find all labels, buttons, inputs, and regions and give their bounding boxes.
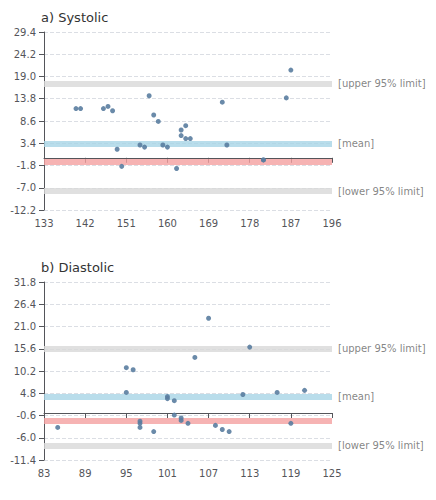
svg-text:83: 83 [38, 468, 51, 479]
svg-text:29.4: 29.4 [14, 27, 36, 38]
svg-text:169: 169 [199, 218, 218, 229]
svg-text:125: 125 [322, 468, 341, 479]
svg-text:[lower 95% limit]: [lower 95% limit] [338, 186, 424, 197]
svg-text:10.2: 10.2 [14, 366, 36, 377]
svg-text:31.8: 31.8 [14, 277, 36, 288]
svg-text:-7.0: -7.0 [16, 182, 36, 193]
svg-text:26.4: 26.4 [14, 299, 36, 310]
svg-text:101: 101 [158, 468, 177, 479]
svg-text:95: 95 [120, 468, 133, 479]
svg-text:142: 142 [76, 218, 95, 229]
svg-text:8.6: 8.6 [20, 116, 36, 127]
svg-text:133: 133 [34, 218, 53, 229]
svg-text:3.4: 3.4 [20, 138, 36, 149]
svg-text:19.0: 19.0 [14, 71, 36, 82]
svg-text:-11.4: -11.4 [10, 455, 36, 466]
svg-text:89: 89 [79, 468, 92, 479]
svg-text:[mean]: [mean] [338, 391, 374, 402]
svg-text:[lower 95% limit]: [lower 95% limit] [338, 440, 424, 451]
svg-text:b) Diastolic: b) Diastolic [41, 260, 114, 275]
svg-text:24.2: 24.2 [14, 49, 36, 60]
svg-text:196: 196 [322, 218, 341, 229]
svg-text:a) Systolic: a) Systolic [41, 10, 108, 25]
svg-text:21.0: 21.0 [14, 321, 36, 332]
svg-text:4.8: 4.8 [20, 388, 36, 399]
svg-text:-1.8: -1.8 [16, 160, 36, 171]
svg-text:113: 113 [240, 468, 259, 479]
svg-text:[upper 95% limit]: [upper 95% limit] [338, 78, 426, 89]
svg-text:-0.6: -0.6 [16, 410, 36, 421]
svg-text:187: 187 [281, 218, 300, 229]
svg-text:119: 119 [281, 468, 300, 479]
svg-text:160: 160 [158, 218, 177, 229]
svg-text:107: 107 [199, 468, 218, 479]
svg-text:178: 178 [240, 218, 259, 229]
svg-text:13.8: 13.8 [14, 93, 36, 104]
svg-text:151: 151 [117, 218, 136, 229]
svg-text:-6.0: -6.0 [16, 432, 36, 443]
svg-text:[mean]: [mean] [338, 138, 374, 149]
svg-text:-12.2: -12.2 [10, 205, 36, 216]
svg-text:[upper 95% limit]: [upper 95% limit] [338, 343, 426, 354]
svg-text:15.6: 15.6 [14, 343, 36, 354]
